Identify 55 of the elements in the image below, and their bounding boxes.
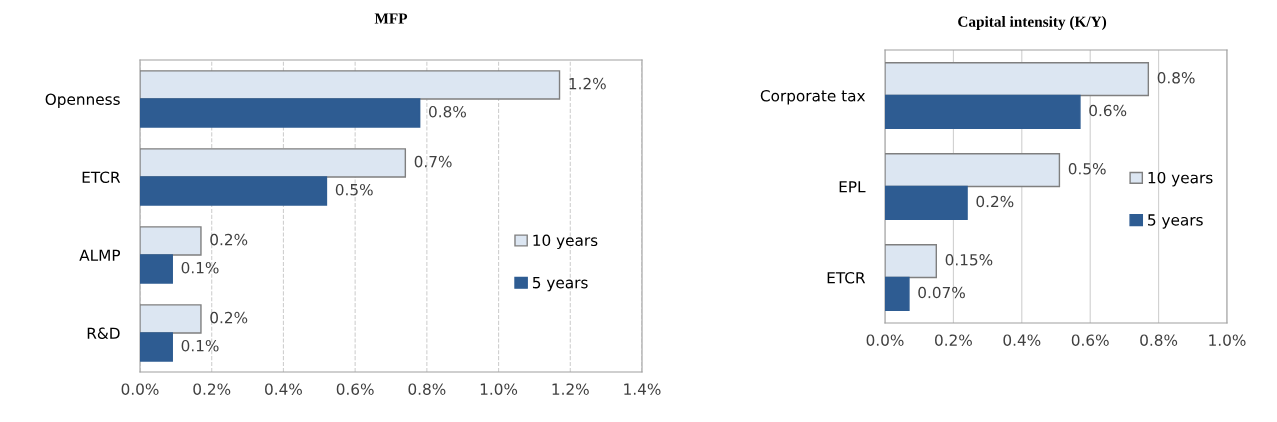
data-label: 0.07% [918,286,965,299]
x-tick-label: 0.4% [1003,334,1041,346]
x-tick-label: 0.6% [1071,334,1109,346]
bar [140,176,328,206]
chart-title: MFP [374,13,408,24]
bar [140,332,173,362]
x-tick-label: 0.2% [193,383,231,395]
bar [140,304,202,334]
data-label: 0.1% [181,261,219,274]
data-label: 0.7% [414,155,452,168]
data-label: 0.15% [945,254,993,266]
y-tick-label: R&D [87,327,120,340]
bar [885,276,910,311]
bar [885,62,1150,97]
legend-label: 5 years [1148,214,1203,229]
y-tick-label: ALMP [79,249,121,261]
x-tick-label: 0.6% [336,383,374,395]
bar [140,98,421,128]
bar [885,185,968,220]
x-tick-label: 1.4% [624,383,661,395]
bar [885,94,1081,129]
data-label: 0.2% [210,233,248,246]
bar [140,148,407,178]
y-tick-label: EPL [839,181,866,193]
y-tick-label: Corporate tax [760,89,866,105]
x-tick-label: 0.8% [408,383,446,395]
bar [140,226,202,256]
legend-label: 10 years [533,234,598,250]
data-label: 1.2% [569,77,606,90]
data-label: 0.2% [976,195,1014,208]
data-label: 0.6% [1089,104,1127,117]
chart-title: Capital intensity (K/Y) [958,16,1107,30]
legend-label: 5 years [532,277,588,292]
y-tick-label: ETCR [827,271,866,284]
x-tick-label: 0.8% [1140,334,1178,346]
x-tick-label: 1.2% [552,383,589,395]
data-label: 0.8% [429,105,466,118]
bar [140,70,561,100]
x-tick-label: 1.0% [1209,334,1246,346]
legend-label: 10 years [1148,171,1213,187]
data-label: 0.5% [1068,163,1106,175]
x-tick-label: 0.4% [265,383,302,395]
bar [885,244,937,279]
data-label: 0.8% [1157,72,1195,84]
x-tick-label: 0.2% [935,334,972,346]
x-tick-label: 0.0% [866,334,904,346]
x-tick-label: 0.0% [121,383,159,395]
bar [885,153,1061,188]
x-tick-label: 1.0% [480,383,518,395]
y-tick-label: ETCR [82,171,121,184]
data-label: 0.5% [335,183,373,196]
data-label: 0.1% [181,339,219,352]
bar [140,254,173,284]
data-label: 0.2% [210,311,248,324]
y-tick-label: Openness [45,93,120,108]
